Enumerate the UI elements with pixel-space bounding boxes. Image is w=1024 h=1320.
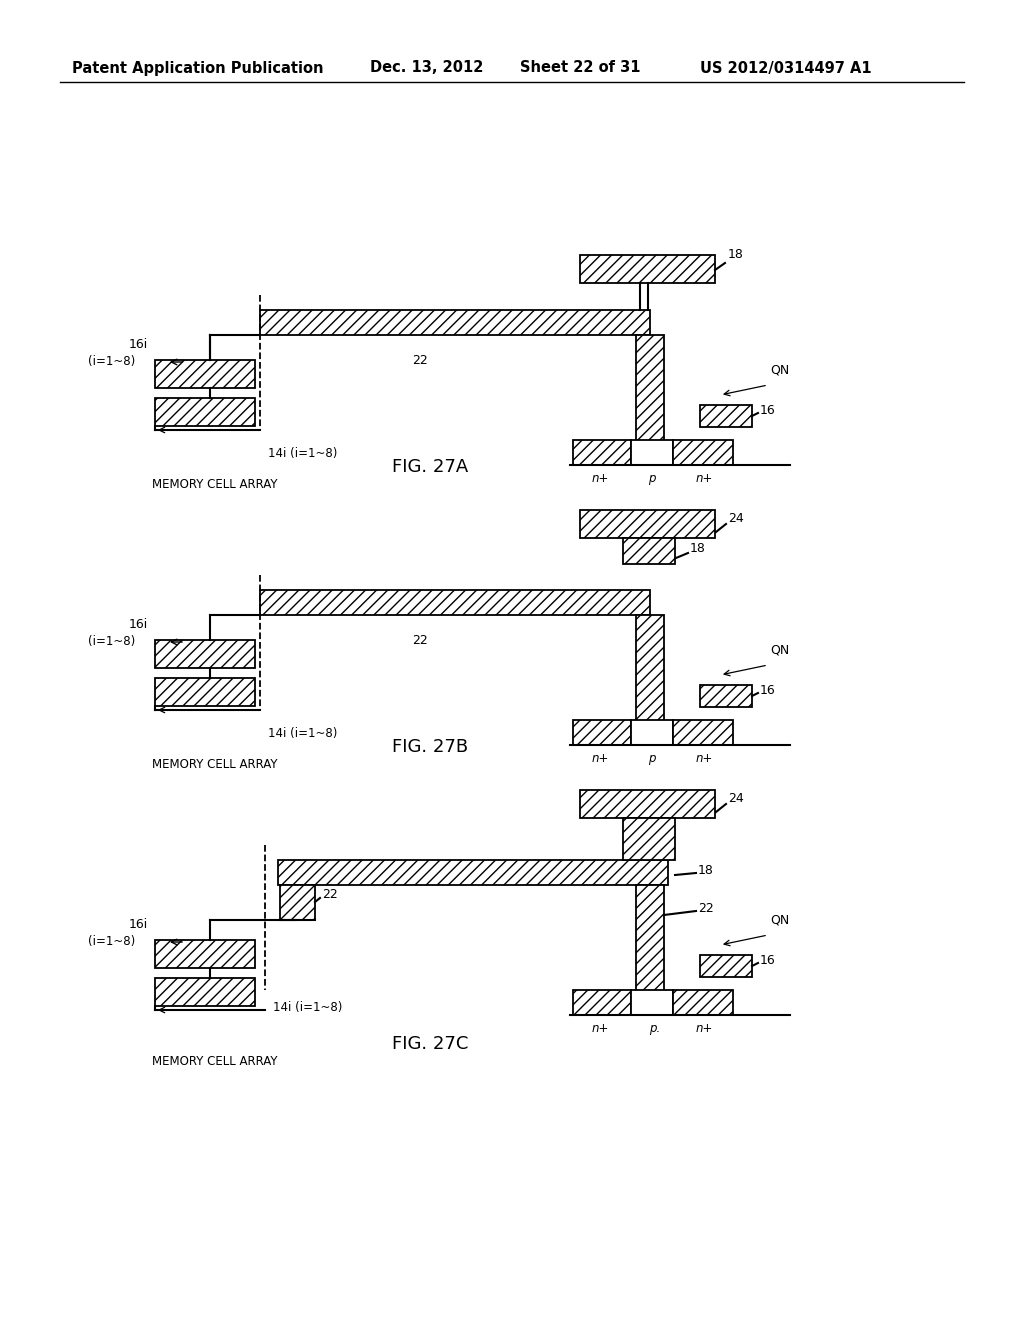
Text: 16i: 16i <box>129 919 148 932</box>
Bar <box>580 510 715 539</box>
Bar <box>573 440 631 465</box>
Text: 18: 18 <box>728 248 743 261</box>
Text: MEMORY CELL ARRAY: MEMORY CELL ARRAY <box>152 1055 278 1068</box>
Text: 16: 16 <box>760 684 776 697</box>
Text: FIG. 27C: FIG. 27C <box>392 1035 468 1053</box>
Bar <box>636 615 664 744</box>
Bar <box>700 954 752 977</box>
Text: Dec. 13, 2012: Dec. 13, 2012 <box>370 61 483 75</box>
Text: 24: 24 <box>728 511 743 524</box>
Text: 14i (i=1~8): 14i (i=1~8) <box>268 726 337 739</box>
Bar <box>573 990 631 1015</box>
Bar <box>280 884 315 920</box>
Text: 16i: 16i <box>129 338 148 351</box>
Bar <box>623 818 675 861</box>
Text: 18: 18 <box>698 863 714 876</box>
Bar <box>155 678 255 706</box>
Bar <box>700 685 752 708</box>
Text: n+: n+ <box>591 473 608 484</box>
Bar <box>260 590 650 615</box>
Text: MEMORY CELL ARRAY: MEMORY CELL ARRAY <box>152 478 278 491</box>
Text: Sheet 22 of 31: Sheet 22 of 31 <box>520 61 640 75</box>
Bar <box>580 789 715 818</box>
Bar <box>155 940 255 968</box>
Bar <box>636 335 664 465</box>
Text: Patent Application Publication: Patent Application Publication <box>72 61 324 75</box>
Text: QN: QN <box>770 363 790 376</box>
Bar <box>700 405 752 426</box>
Bar <box>623 539 675 564</box>
Text: 24: 24 <box>728 792 743 804</box>
Text: 22: 22 <box>412 634 428 647</box>
Text: 16: 16 <box>760 404 776 417</box>
Text: n+: n+ <box>695 473 713 484</box>
Bar <box>631 719 673 744</box>
Text: FIG. 27B: FIG. 27B <box>392 738 468 756</box>
Text: (i=1~8): (i=1~8) <box>88 635 135 648</box>
Bar <box>631 990 673 1015</box>
Bar <box>260 310 650 335</box>
Text: 16: 16 <box>760 953 776 966</box>
Text: US 2012/0314497 A1: US 2012/0314497 A1 <box>700 61 871 75</box>
Text: 22: 22 <box>698 902 714 915</box>
Text: p.: p. <box>649 1022 660 1035</box>
Text: QN: QN <box>770 644 790 656</box>
Text: p: p <box>648 473 655 484</box>
Text: FIG. 27A: FIG. 27A <box>392 458 468 477</box>
Bar <box>673 440 733 465</box>
Text: n+: n+ <box>591 752 608 766</box>
Text: QN: QN <box>770 913 790 927</box>
Bar <box>631 440 673 465</box>
Bar <box>580 255 715 282</box>
Text: (i=1~8): (i=1~8) <box>88 355 135 368</box>
Text: n+: n+ <box>695 752 713 766</box>
Bar <box>278 861 668 884</box>
Text: MEMORY CELL ARRAY: MEMORY CELL ARRAY <box>152 758 278 771</box>
Bar <box>155 399 255 426</box>
Text: n+: n+ <box>695 1022 713 1035</box>
Bar <box>636 884 664 1015</box>
Text: 16i: 16i <box>129 619 148 631</box>
Text: 14i (i=1~8): 14i (i=1~8) <box>268 446 337 459</box>
Bar <box>673 719 733 744</box>
Text: 18: 18 <box>690 541 706 554</box>
Text: 22: 22 <box>322 888 338 902</box>
Text: p: p <box>648 752 655 766</box>
Bar <box>573 719 631 744</box>
Text: 14i (i=1~8): 14i (i=1~8) <box>273 1002 342 1015</box>
Text: (i=1~8): (i=1~8) <box>88 936 135 949</box>
Text: n+: n+ <box>591 1022 608 1035</box>
Bar <box>155 978 255 1006</box>
Bar <box>155 360 255 388</box>
Bar <box>673 990 733 1015</box>
Text: 22: 22 <box>412 354 428 367</box>
Bar <box>155 640 255 668</box>
